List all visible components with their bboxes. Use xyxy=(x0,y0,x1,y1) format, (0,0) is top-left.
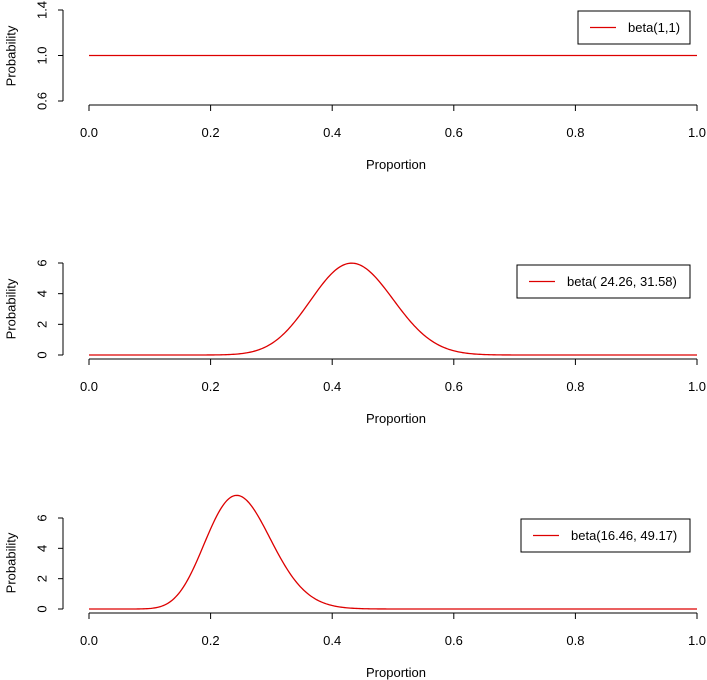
y-tick-label: 0 xyxy=(35,351,50,358)
x-tick-label: 0.8 xyxy=(566,379,584,394)
y-tick-label: 0 xyxy=(35,605,50,612)
x-tick-label: 0.8 xyxy=(566,125,584,140)
x-tick-label: 1.0 xyxy=(688,379,706,394)
x-tick-label: 0.4 xyxy=(323,379,341,394)
x-tick-label: 1.0 xyxy=(688,125,706,140)
x-tick-label: 0.0 xyxy=(80,125,98,140)
y-tick-label: 1.0 xyxy=(35,46,50,64)
x-tick-label: 0.0 xyxy=(80,379,98,394)
y-axis-title: Probability xyxy=(4,532,19,593)
y-axis-title: Probability xyxy=(4,25,19,86)
y-tick-label: 6 xyxy=(35,259,50,266)
x-axis-title: Proportion xyxy=(366,411,426,426)
x-axis-title: Proportion xyxy=(366,665,426,680)
x-tick-label: 0.8 xyxy=(566,633,584,648)
x-tick-label: 0.2 xyxy=(202,125,220,140)
chart-panel-1: 0.6 1.0 1.4 Probability 0.0 0.2 0.4 0.6 0.8 1.0 Pr… xyxy=(4,1,706,172)
y-tick-label: 4 xyxy=(35,290,50,297)
x-tick-label: 0.6 xyxy=(445,633,463,648)
x-tick-label: 1.0 xyxy=(688,633,706,648)
beta-curve-line xyxy=(89,262,697,356)
x-tick-label: 0.4 xyxy=(323,633,341,648)
x-tick-label: 0.6 xyxy=(445,125,463,140)
x-tick-label: 0.2 xyxy=(202,379,220,394)
y-tick-label: 0.6 xyxy=(35,92,50,110)
chart-panel-2: 0 2 4 6 Probability 0.0 0.2 0.4 0.6 0.8 1.0 Proport… xyxy=(4,259,706,426)
legend-label: beta(16.46, 49.17) xyxy=(571,528,677,543)
x-tick-label: 0.2 xyxy=(202,633,220,648)
y-tick-label: 2 xyxy=(35,575,50,582)
chart-panel-3: 0 2 4 6 Probability 0.0 0.2 0.4 0.6 0.8 1.0 Proport… xyxy=(4,494,706,680)
y-tick-label: 2 xyxy=(35,321,50,328)
y-tick-label: 1.4 xyxy=(35,1,50,19)
beta-curve-line xyxy=(89,494,697,610)
legend: beta( 24.26, 31.58) xyxy=(516,264,691,299)
x-axis-title: Proportion xyxy=(366,157,426,172)
y-tick-label: 4 xyxy=(35,545,50,552)
x-tick-label: 0.4 xyxy=(323,125,341,140)
x-tick-label: 0.0 xyxy=(80,633,98,648)
legend: beta(16.46, 49.17) xyxy=(520,518,691,553)
y-axis-title: Probability xyxy=(4,278,19,339)
legend-label: beta(1,1) xyxy=(628,20,680,35)
legend-label: beta( 24.26, 31.58) xyxy=(567,274,677,289)
legend: beta(1,1) xyxy=(577,10,691,45)
x-tick-label: 0.6 xyxy=(445,379,463,394)
y-tick-label: 6 xyxy=(35,514,50,521)
